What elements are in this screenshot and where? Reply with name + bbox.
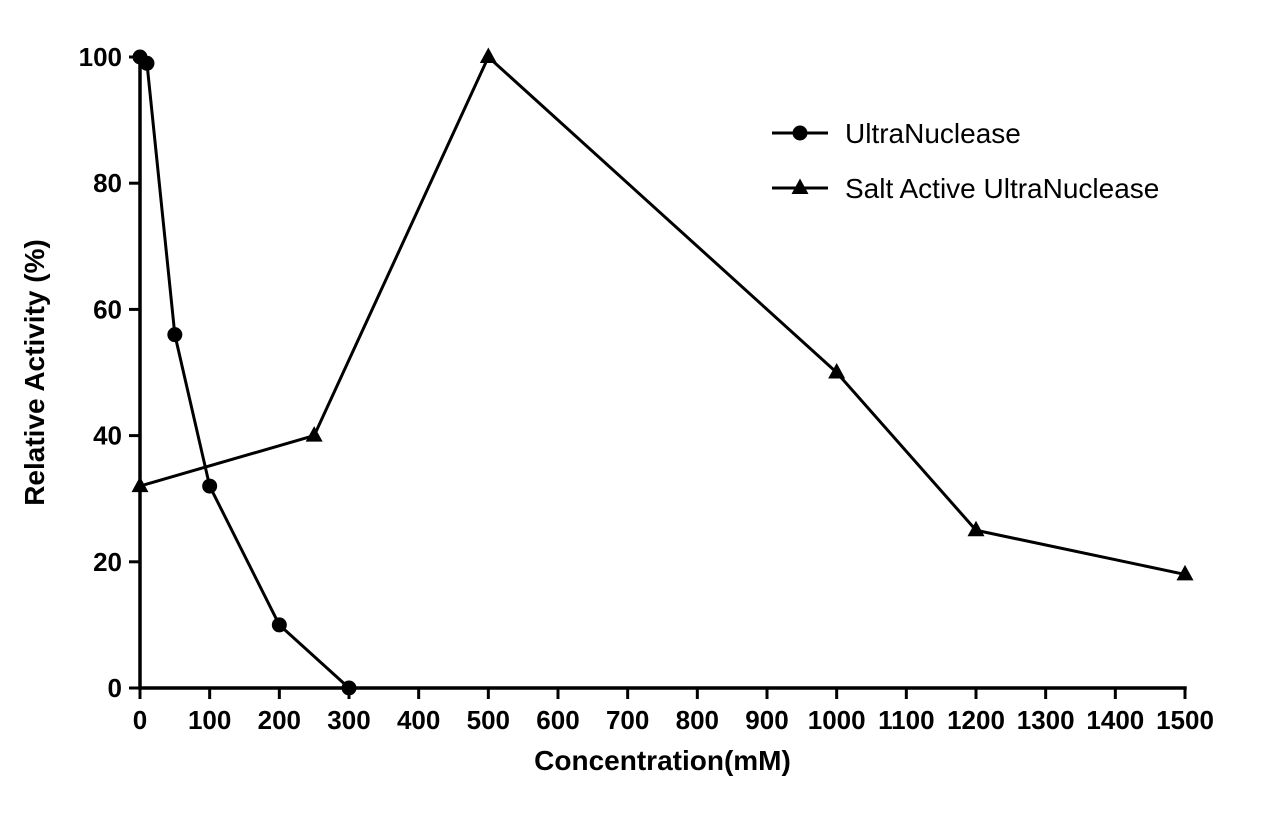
x-tick-label: 1500	[1156, 705, 1214, 735]
data-point-marker	[305, 426, 323, 442]
y-tick-label: 40	[93, 421, 122, 451]
x-tick-label: 600	[536, 705, 579, 735]
y-tick-label: 80	[93, 168, 122, 198]
data-point-marker	[167, 327, 183, 343]
data-point-marker	[202, 478, 218, 494]
x-tick-label: 1300	[1017, 705, 1075, 735]
x-tick-label: 800	[676, 705, 719, 735]
axes-spine	[138, 55, 1187, 690]
x-tick-label: 1100	[878, 705, 934, 735]
series-line	[139, 55, 1186, 576]
x-tick-label: 900	[745, 705, 788, 735]
series-salt-active-ultranuclease	[131, 47, 1194, 581]
data-point-marker	[967, 520, 985, 537]
data-point-marker	[131, 476, 149, 493]
y-tick-label: 100	[79, 42, 122, 72]
x-tick-label: 500	[467, 705, 510, 735]
data-point-marker	[139, 55, 155, 71]
x-tick-label: 100	[188, 705, 231, 735]
x-axis-title: Concentration(mM)	[534, 745, 791, 776]
circle-marker-icon	[792, 125, 808, 141]
data-point-marker	[1176, 564, 1194, 581]
data-point-marker	[479, 47, 497, 63]
legend-label: Salt Active UltraNuclease	[845, 173, 1159, 204]
y-axis-title: Relative Activity (%)	[19, 239, 50, 506]
x-tick-label: 200	[258, 705, 301, 735]
x-tick-label: 400	[397, 705, 440, 735]
legend-item	[772, 178, 828, 194]
data-point-marker	[341, 680, 357, 696]
series-line	[138, 55, 351, 690]
x-tick-label: 700	[606, 705, 649, 735]
x-tick-label: 1000	[808, 705, 866, 735]
legend-item	[772, 125, 828, 141]
series-ultranuclease	[132, 49, 357, 696]
x-tick-label: 1200	[947, 705, 1005, 735]
triangle-marker-icon	[791, 178, 809, 194]
x-tick-label: 0	[133, 705, 147, 735]
data-point-marker	[828, 363, 846, 379]
x-tick-label: 1400	[1086, 705, 1144, 735]
y-tick-label: 20	[93, 547, 122, 577]
y-tick-label: 0	[108, 673, 122, 703]
x-tick-label: 300	[327, 705, 370, 735]
data-point-marker	[271, 617, 287, 633]
legend-label: UltraNuclease	[845, 118, 1021, 149]
y-tick-label: 60	[93, 294, 122, 324]
